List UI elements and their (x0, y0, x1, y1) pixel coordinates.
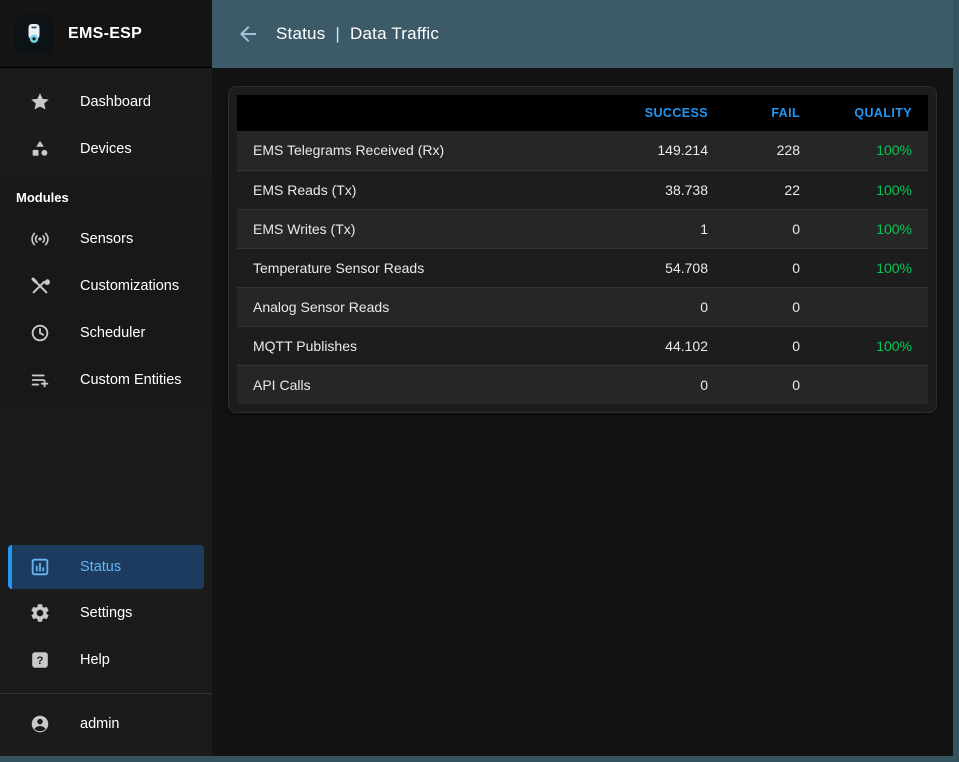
sidebar-item-custom-entities[interactable]: Custom Entities (0, 356, 212, 403)
row-quality: 100% (816, 170, 928, 210)
row-fail: 0 (792, 376, 800, 393)
table-row: API Calls 0 0 (237, 365, 928, 404)
sidebar-item-sensors[interactable]: Sensors (0, 215, 212, 262)
row-success: 0 (596, 287, 724, 327)
page-title-page: Data Traffic (350, 24, 440, 43)
sidebar-item-status[interactable]: Status (8, 545, 204, 589)
sidebar-item-label: Customizations (80, 277, 180, 294)
table-row: Analog Sensor Reads 0 0 (237, 287, 928, 327)
sidebar-section-modules-label: Modules (16, 190, 69, 205)
main-content: SUCCESS FAIL QUALITY EMS Telegrams Recei… (212, 68, 953, 756)
table-row: EMS Reads (Tx) 38.738 22 100% (237, 170, 928, 210)
sidebar-item-customizations[interactable]: Customizations (0, 262, 212, 309)
row-label: EMS Writes (Tx) (237, 209, 596, 249)
sidebar-item-label: Devices (80, 140, 132, 157)
sidebar-item-label: admin (80, 716, 120, 732)
data-traffic-card: SUCCESS FAIL QUALITY EMS Telegrams Recei… (228, 86, 937, 413)
row-success: 149.214 (596, 131, 724, 171)
row-quality (816, 365, 928, 404)
help-icon: ? (28, 648, 52, 672)
table-row: EMS Writes (Tx) 1 0 100% (237, 209, 928, 249)
sidebar-item-label: Status (80, 559, 122, 575)
row-fail: 22 (724, 170, 816, 210)
star-icon (28, 90, 52, 114)
row-label: Temperature Sensor Reads (237, 248, 596, 288)
sidebar-item-settings[interactable]: Settings (0, 589, 212, 636)
row-label: MQTT Publishes (237, 326, 596, 366)
sidebar-item-label: Custom Entities (80, 371, 182, 388)
col-header-metric (237, 95, 596, 131)
clock-icon (28, 321, 52, 345)
ems-esp-logo-icon (14, 13, 54, 54)
row-quality: 100% (816, 248, 928, 288)
row-fail: 0 (724, 287, 816, 327)
account-circle-icon (28, 712, 52, 736)
sidebar-menu: Dashboard Devices Modules (0, 68, 212, 756)
arrow-back-icon (240, 26, 256, 42)
sidebar-item-label: Sensors (80, 230, 134, 247)
row-fail: 0 (724, 209, 816, 249)
row-success: 1 (596, 209, 724, 249)
col-header-success: SUCCESS (596, 95, 724, 131)
row-success: 0 (700, 376, 708, 393)
sensors-icon (28, 227, 52, 251)
playlist-add-icon (28, 368, 52, 392)
col-header-fail: FAIL (724, 95, 816, 131)
row-fail: 228 (724, 131, 816, 171)
sidebar-item-label: Help (80, 651, 110, 668)
sidebar-item-label: Dashboard (80, 93, 151, 110)
col-header-quality: QUALITY (816, 95, 928, 131)
sidebar-item-devices[interactable]: Devices (0, 125, 212, 172)
row-quality: 100% (816, 326, 928, 366)
row-success: 54.708 (596, 248, 724, 288)
sidebar-item-scheduler[interactable]: Scheduler (0, 309, 212, 356)
gear-icon (28, 601, 52, 625)
sidebar-item-admin[interactable]: admin (0, 700, 212, 748)
row-label: EMS Telegrams Received (Rx) (237, 131, 596, 171)
table-row: EMS Telegrams Received (Rx) 149.214 228 … (237, 131, 928, 171)
sidebar-spacer (0, 409, 212, 545)
devices-icon (28, 137, 52, 161)
row-fail: 0 (724, 248, 816, 288)
row-label: EMS Reads (Tx) (237, 170, 596, 210)
sidebar: EMS-ESP Dashboard Devices (0, 0, 212, 756)
row-quality: 100% (816, 209, 928, 249)
row-label: Analog Sensor Reads (237, 287, 596, 327)
tools-icon (28, 274, 52, 298)
table-row: MQTT Publishes 44.102 0 100% (237, 326, 928, 366)
svg-text:?: ? (37, 655, 44, 667)
app-title: EMS-ESP (68, 24, 143, 42)
data-traffic-table: SUCCESS FAIL QUALITY EMS Telegrams Recei… (237, 95, 928, 404)
row-fail: 0 (724, 326, 816, 366)
page-title-separator: | (335, 24, 341, 43)
top-bar: Status | Data Traffic (212, 0, 953, 68)
bar-chart-icon (28, 555, 52, 579)
sidebar-item-dashboard[interactable]: Dashboard (0, 78, 212, 125)
row-label: API Calls (253, 376, 311, 393)
back-button[interactable] (236, 22, 260, 46)
app-logo-area: EMS-ESP (0, 0, 212, 68)
sidebar-item-label: Settings (80, 604, 133, 621)
row-success: 38.738 (596, 170, 724, 210)
page-title: Status | Data Traffic (276, 24, 439, 44)
page-title-section: Status (276, 24, 326, 43)
table-row: Temperature Sensor Reads 54.708 0 100% (237, 248, 928, 288)
row-success: 44.102 (596, 326, 724, 366)
sidebar-item-label: Scheduler (80, 324, 146, 341)
sidebar-divider (0, 693, 212, 694)
sidebar-item-help[interactable]: ? Help (0, 636, 212, 683)
row-quality: 100% (816, 131, 928, 171)
row-quality (816, 287, 928, 327)
table-header-row: SUCCESS FAIL QUALITY (237, 95, 928, 131)
sidebar-modules-section: Modules Sensors (0, 176, 212, 409)
